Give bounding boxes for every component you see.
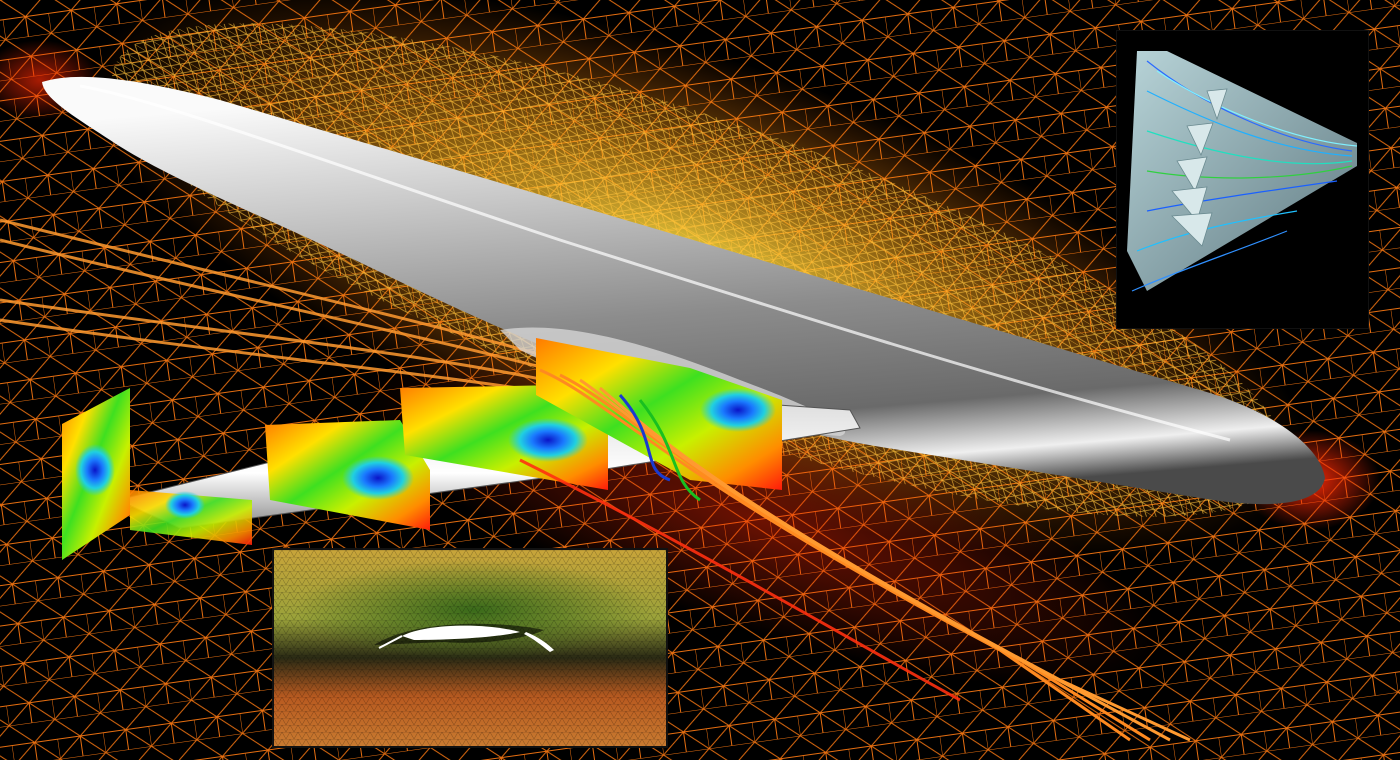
wing-streamline-icon — [1117, 31, 1368, 328]
pressure-slice-3 — [400, 385, 608, 490]
wing-streamline-inset — [1116, 30, 1369, 329]
wingtip-streamlines — [519, 368, 1191, 742]
fuselage — [42, 76, 1325, 505]
airfoil-mesh-inset — [272, 548, 668, 748]
airfoil-mesh-icon — [274, 550, 666, 746]
fuselage-highlight — [79, 84, 1231, 442]
pressure-slice-4 — [536, 338, 782, 490]
upstream-streamlines — [0, 218, 561, 394]
pressure-slice-2 — [265, 420, 430, 530]
pressure-slice-1 — [62, 388, 252, 560]
